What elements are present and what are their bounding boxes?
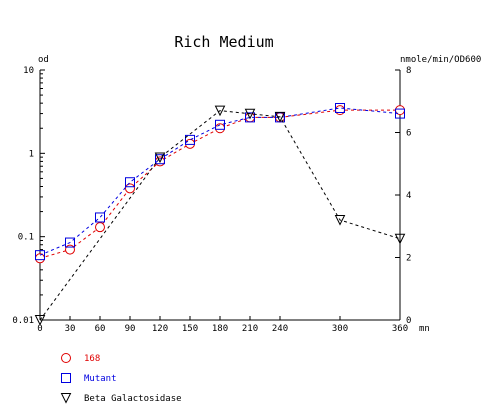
x-tick-label: 30 <box>65 324 76 334</box>
right-y-tick-label: 4 <box>406 191 411 201</box>
series-line <box>39 110 401 321</box>
x-tick-label: 240 <box>272 324 288 334</box>
legend-item: Mutant <box>61 373 117 384</box>
data-point <box>95 212 105 223</box>
data-point <box>395 108 405 119</box>
legend-label: Beta Galactosidase <box>84 394 182 404</box>
left-y-tick-label: 0.01 <box>12 316 34 326</box>
data-point <box>215 119 225 130</box>
data-point <box>214 105 226 117</box>
data-point <box>65 237 75 248</box>
data-point <box>185 134 195 145</box>
data-point <box>335 105 345 116</box>
left-y-tick-label: 10 <box>23 66 34 76</box>
data-point <box>35 250 45 261</box>
data-point <box>274 111 286 123</box>
legend-label: Mutant <box>84 374 117 384</box>
x-tick-label: 150 <box>182 324 198 334</box>
right-axis-label: nmole/min/OD600 <box>400 55 481 65</box>
legend-item: Beta Galactosidase <box>60 393 182 404</box>
x-tick-label: 300 <box>332 324 348 334</box>
x-tick-label: 120 <box>152 324 168 334</box>
x-tick-label: 180 <box>212 324 228 334</box>
right-y-tick-label: 6 <box>406 129 411 139</box>
left-y-tick-label: 1 <box>29 149 34 159</box>
data-point <box>154 152 166 164</box>
data-point <box>394 233 406 245</box>
data-point <box>65 244 75 255</box>
legend: 168 Mutant Beta Galactosidase <box>60 353 182 404</box>
series-line <box>39 107 401 256</box>
series-layer <box>34 102 406 326</box>
legend-marker <box>60 393 72 404</box>
legend-marker <box>61 373 71 383</box>
right-y-tick-label: 8 <box>406 66 411 76</box>
left-y-tick-label: 0.1 <box>18 233 34 243</box>
right-y-tick-label: 2 <box>406 254 411 264</box>
data-point <box>245 112 255 123</box>
data-point <box>125 183 135 194</box>
tick-labels: 0 30 60 90 120 150 180 210 240 300 360 0.01 0.1 1 10 0 2… <box>12 66 411 334</box>
series-1 <box>35 102 405 261</box>
axes <box>39 69 401 321</box>
x-tick-label: 90 <box>125 324 136 334</box>
data-point <box>244 108 256 120</box>
data-point <box>185 138 195 149</box>
right-y-tick-label: 0 <box>406 316 411 326</box>
legend-item: 168 <box>61 353 100 364</box>
data-point <box>334 215 346 226</box>
data-point <box>335 102 345 113</box>
x-tick-label: 0 <box>37 324 42 334</box>
series-2 <box>34 105 406 326</box>
chart-title: Rich Medium <box>174 33 273 51</box>
x-axis-label: mn <box>419 324 430 334</box>
data-point <box>125 177 135 188</box>
data-point <box>95 222 105 233</box>
legend-label: 168 <box>84 354 100 364</box>
data-point <box>155 154 165 165</box>
x-tick-label: 60 <box>95 324 106 334</box>
legend-marker <box>61 353 71 363</box>
data-point <box>34 315 46 326</box>
x-tick-label: 360 <box>392 324 408 334</box>
x-tick-label: 210 <box>242 324 258 334</box>
left-axis-label: od <box>38 55 49 65</box>
